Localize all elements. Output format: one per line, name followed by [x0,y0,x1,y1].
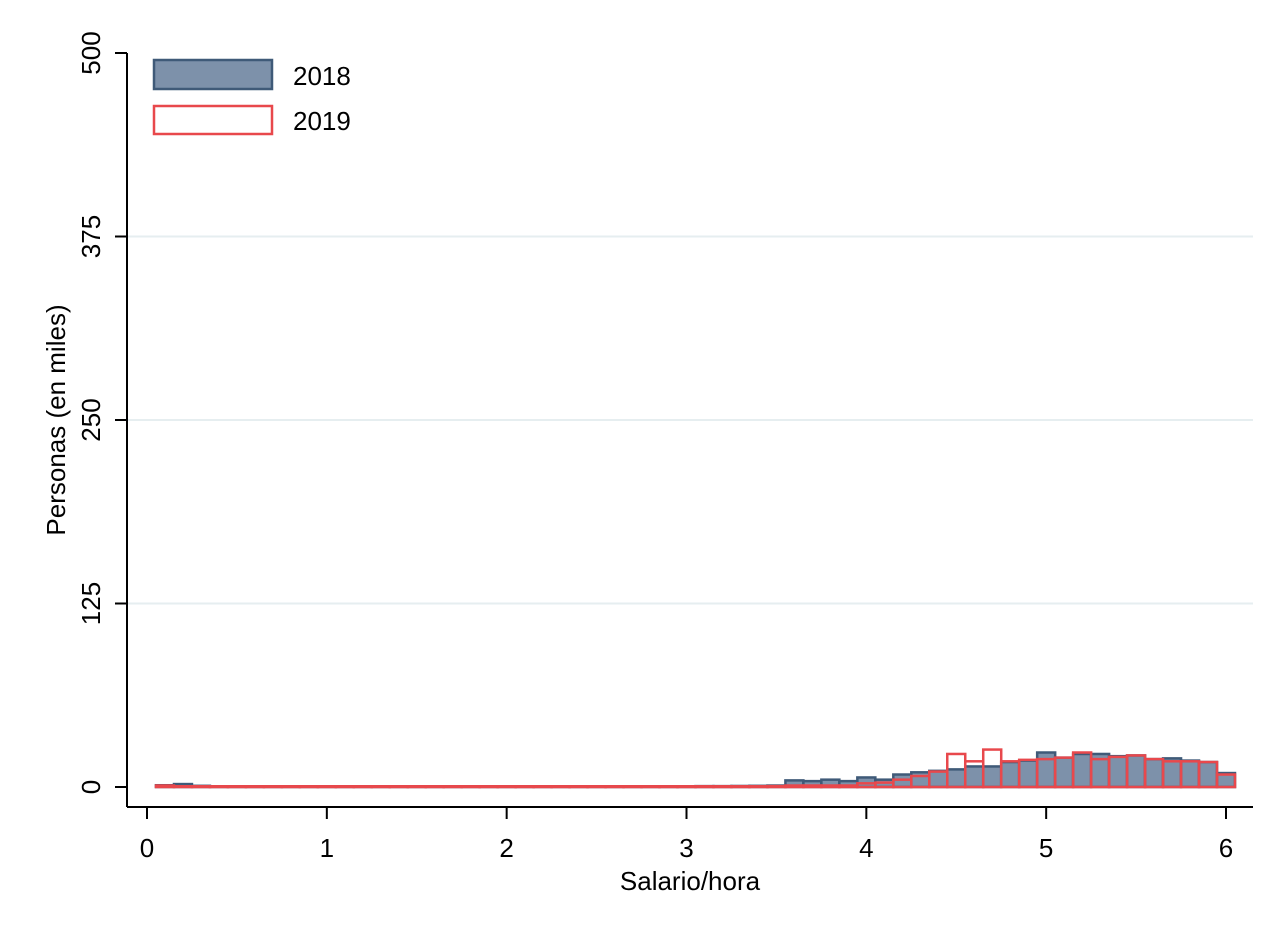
bar-2019 [658,785,679,789]
bar-2019 [550,785,571,789]
bar-2019 [316,785,338,789]
bar-2019 [154,784,176,789]
bar-2018 [1143,757,1165,789]
bar-2019 [244,785,266,789]
x-tick-label: 1 [320,833,334,863]
bar-2019 [496,785,517,789]
bar-2019 [586,785,607,789]
bar-2019 [676,785,697,789]
bar-2019 [460,785,481,789]
bar-2019 [1215,773,1237,789]
bar-2019 [190,785,212,789]
bar-2019 [820,784,841,789]
y-tick-label: 0 [76,780,106,794]
bar-2019 [784,784,805,789]
bar-2019 [712,785,733,789]
grid-lines [127,235,1253,605]
bar-2018 [1035,751,1057,789]
bar-2018 [910,771,931,789]
legend-swatch-2019 [152,104,274,136]
bar-2019 [280,785,302,789]
bar-2019 [640,785,661,789]
x-tick-label: 2 [499,833,513,863]
bar-2018 [1017,759,1039,789]
bar-2019 [730,785,751,789]
bar-2018 [946,768,967,789]
legend-label-2019: 2019 [293,106,351,136]
x-axis-title: Salario/hora [620,866,761,896]
bar-2018 [1125,754,1147,789]
bar-2018 [1107,754,1129,789]
axes: 0 125 250 375 500 0 1 2 3 4 5 6 [76,31,1253,863]
bar-2019 [532,785,553,789]
y-tick-label: 500 [76,31,106,74]
legend-label-2018: 2018 [293,61,351,91]
bar-2019 [568,785,589,789]
bar-2018 [963,765,985,789]
legend-swatch-2018 [152,58,274,91]
bar-2019 [604,785,625,789]
bar-2019 [226,785,248,789]
bar-2019 [388,785,410,789]
bar-2018 [1053,756,1075,789]
bar-2018 [928,769,949,789]
x-tick-label: 6 [1219,833,1233,863]
bar-2019 [622,785,643,789]
bar-2019 [262,785,284,789]
bar-2019 [478,785,499,789]
bar-2019 [370,785,392,789]
bar-2019 [352,785,374,789]
bar-2019 [424,785,445,789]
x-tick-label: 4 [859,833,873,863]
y-axis-title: Personas (en miles) [41,304,71,535]
bar-2019 [766,784,787,789]
bar-2018 [981,765,1003,789]
legend: 2018 2019 [152,58,351,136]
bar-2018 [1161,757,1183,789]
bar-2018 [1071,752,1093,789]
bar-2018 [999,760,1021,789]
series-2019-bars [154,748,1237,789]
bar-2019 [334,785,356,789]
bar-2019 [694,785,715,789]
bar-2018 [1179,759,1201,789]
x-tick-label: 5 [1039,833,1053,863]
y-tick-label: 125 [76,582,106,625]
x-tick-label: 3 [679,833,693,863]
bar-2019 [748,785,769,789]
bar-2019 [208,785,230,789]
bar-2018 [1197,760,1219,789]
bar-2019 [442,785,463,789]
bar-2019 [406,785,427,789]
bar-2019 [298,785,320,789]
y-tick-label: 250 [76,398,106,441]
y-tick-label: 375 [76,215,106,258]
x-tick-label: 0 [140,833,154,863]
bar-2019 [514,785,535,789]
bar-2019 [838,784,859,789]
bar-2019 [172,785,194,789]
bar-2019 [802,784,823,789]
